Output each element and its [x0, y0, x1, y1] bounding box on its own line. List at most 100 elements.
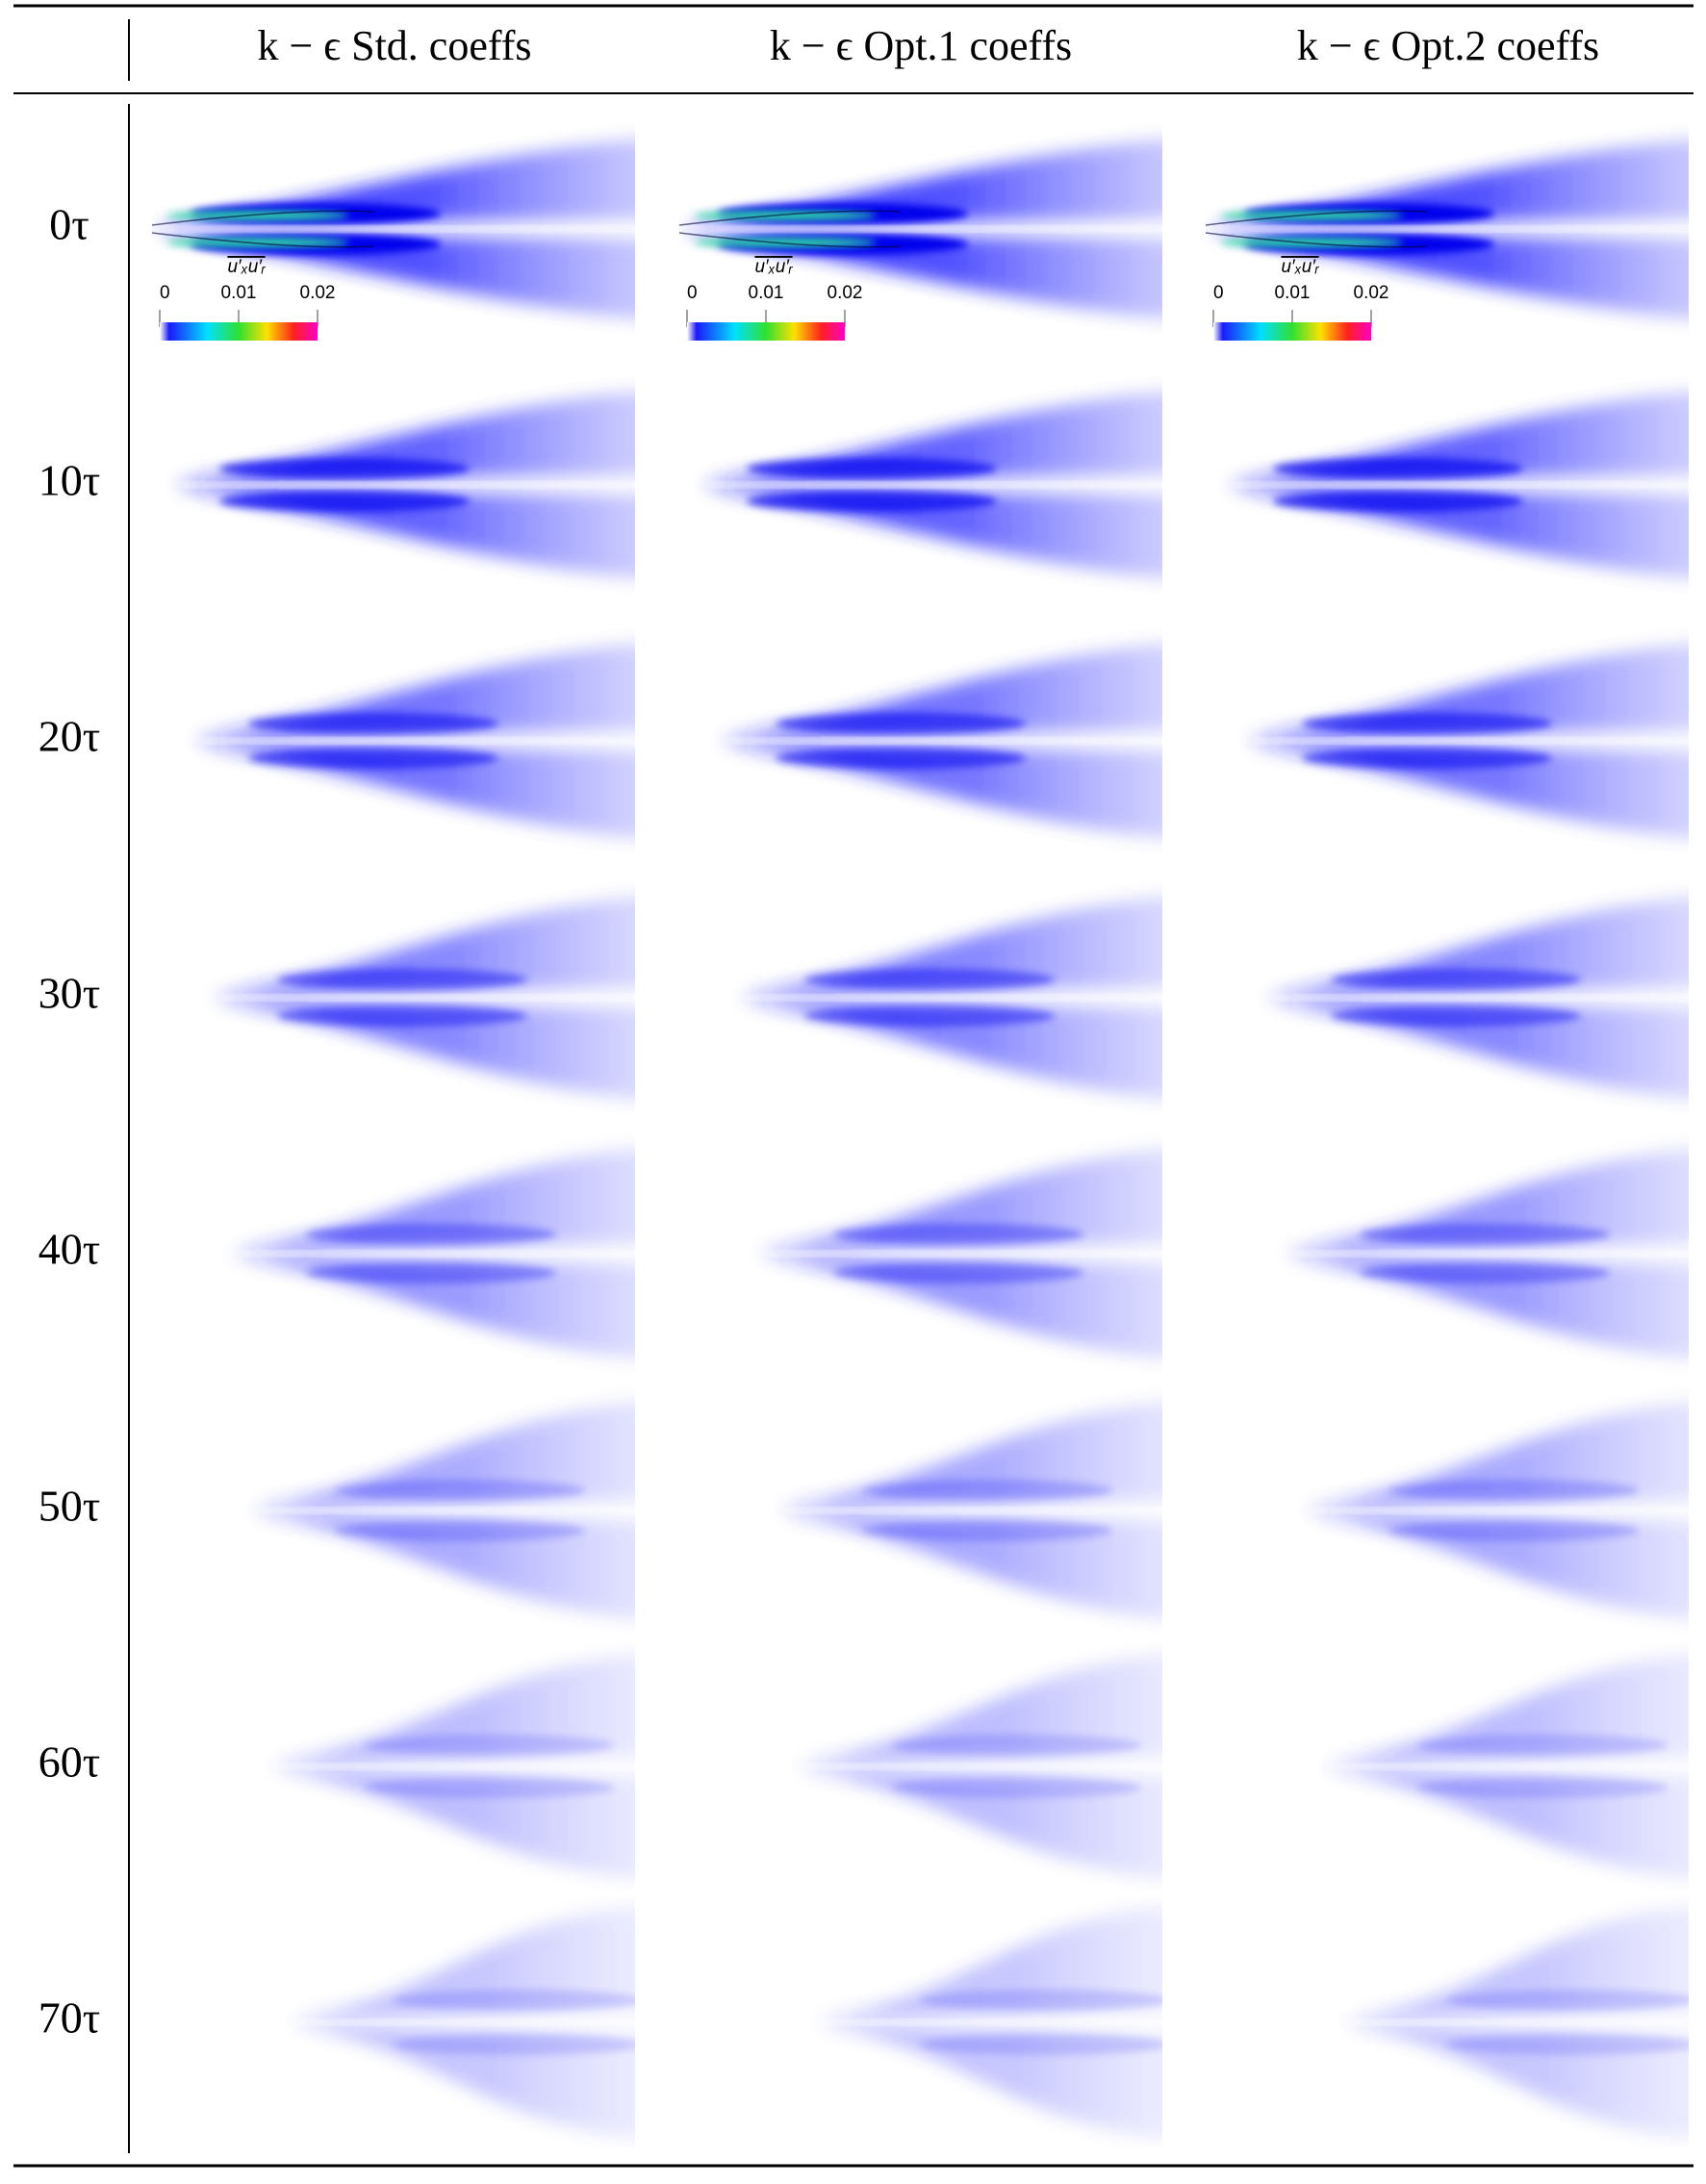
- plume-lobe: [210, 896, 635, 995]
- plume-core: [1331, 969, 1581, 990]
- plume-image: [171, 391, 635, 579]
- plume-core: [219, 491, 470, 512]
- plume-image: [1225, 391, 1689, 579]
- plume-core: [364, 1777, 614, 1798]
- plume-lobe: [1225, 488, 1689, 579]
- centerline: [689, 227, 1162, 231]
- row-label: 0τ: [49, 200, 89, 249]
- plume-core-high: [1220, 238, 1403, 247]
- centerline: [200, 739, 635, 743]
- plume-core: [1273, 458, 1523, 479]
- plume-core: [920, 1990, 1162, 2011]
- plume-core: [776, 713, 1026, 734]
- plume-image: [814, 1906, 1162, 2139]
- plume-lobe: [1302, 1402, 1689, 1508]
- plume-lobe: [210, 1001, 635, 1100]
- plume-lobe: [1206, 232, 1689, 319]
- plume-lobe: [776, 1513, 1162, 1619]
- plume-image: [795, 1654, 1162, 1879]
- plume-core: [776, 748, 1026, 769]
- plume-image: [1206, 139, 1689, 319]
- plume-lobe: [152, 232, 635, 319]
- colorbar-tick-label: 0.02: [828, 283, 863, 303]
- plume-lobe: [1263, 1001, 1689, 1100]
- plume-lobe: [229, 1257, 635, 1359]
- plume-lobe: [776, 1402, 1162, 1508]
- plume-core: [1417, 1735, 1668, 1756]
- centerline: [1273, 996, 1689, 1000]
- plume-core: [335, 1480, 585, 1501]
- shear-line: [1206, 210, 1428, 226]
- colorbar-label: u′ₓu′ᵣ: [754, 257, 793, 277]
- plume-core: [804, 969, 1055, 990]
- plume-lobe: [1225, 391, 1689, 482]
- plume-image: [287, 1906, 635, 2139]
- plume-lobe: [679, 232, 1162, 319]
- row-label: 20τ: [38, 712, 101, 761]
- colorbar: [1213, 322, 1371, 341]
- plume-image: [699, 391, 1162, 579]
- plume-core: [219, 458, 470, 479]
- plume-core: [1417, 1777, 1668, 1798]
- plume-lobe: [229, 1148, 635, 1251]
- plume-core-high: [1220, 211, 1403, 220]
- plume-lobe: [718, 643, 1162, 738]
- colorbar-label: u′ₓu′ᵣ: [227, 257, 266, 277]
- plume-core: [1446, 2034, 1689, 2055]
- plume-core: [1388, 1480, 1639, 1501]
- plume-image: [1244, 643, 1689, 839]
- plume-lobe: [171, 391, 635, 482]
- plume-lobe: [1263, 896, 1689, 995]
- plume-core-high: [166, 238, 349, 247]
- plume-core: [306, 1224, 556, 1245]
- plume-core: [891, 1777, 1141, 1798]
- plume-core: [335, 1520, 585, 1541]
- plume-core: [920, 2034, 1162, 2055]
- plume-core-high: [694, 238, 877, 247]
- colorbar-tick-label: 0: [1213, 283, 1224, 303]
- plume-lobe: [699, 488, 1162, 579]
- plume-core: [891, 1735, 1141, 1756]
- plume-image: [737, 896, 1162, 1100]
- centerline: [1311, 1509, 1689, 1512]
- plume-image: [756, 1148, 1162, 1359]
- plume-image: [267, 1654, 635, 1879]
- plume-lobe: [1244, 744, 1689, 839]
- plume-image: [1340, 1906, 1689, 2139]
- plume-lobe: [152, 139, 635, 226]
- plume-core: [747, 458, 997, 479]
- plume-lobe: [679, 139, 1162, 226]
- centerline: [785, 1509, 1162, 1512]
- row-label: 60τ: [38, 1738, 101, 1787]
- column-header: k − ϵ Std. coeffs: [257, 22, 531, 69]
- shear-line: [679, 210, 902, 226]
- plume-lobe: [1283, 1148, 1689, 1251]
- colorbar-label: u′ₓu′ᵣ: [1281, 257, 1319, 277]
- plume-core: [306, 1262, 556, 1283]
- shear-line: [679, 232, 902, 248]
- plume-core: [1331, 1005, 1581, 1027]
- centerline: [766, 1252, 1162, 1256]
- centerline: [1235, 483, 1689, 487]
- centerline: [1292, 1252, 1689, 1256]
- centerline: [1331, 1765, 1689, 1768]
- centerline: [747, 996, 1162, 1000]
- plume-core: [1302, 748, 1552, 769]
- plume-lobe: [1206, 139, 1689, 226]
- centerline: [219, 996, 635, 1000]
- centerline: [296, 2020, 635, 2024]
- plume-core: [1446, 1990, 1689, 2011]
- plume-image: [248, 1402, 635, 1619]
- plume-lobe: [248, 1402, 635, 1508]
- plume-core: [862, 1480, 1112, 1501]
- row-label: 30τ: [38, 969, 101, 1018]
- plume-lobe: [171, 488, 635, 579]
- plume-core: [1360, 1224, 1610, 1245]
- plume-image: [776, 1402, 1162, 1619]
- plume-lobe: [718, 744, 1162, 839]
- plume-image: [718, 643, 1162, 839]
- plume-image: [1302, 1402, 1689, 1619]
- centerline: [1350, 2020, 1689, 2024]
